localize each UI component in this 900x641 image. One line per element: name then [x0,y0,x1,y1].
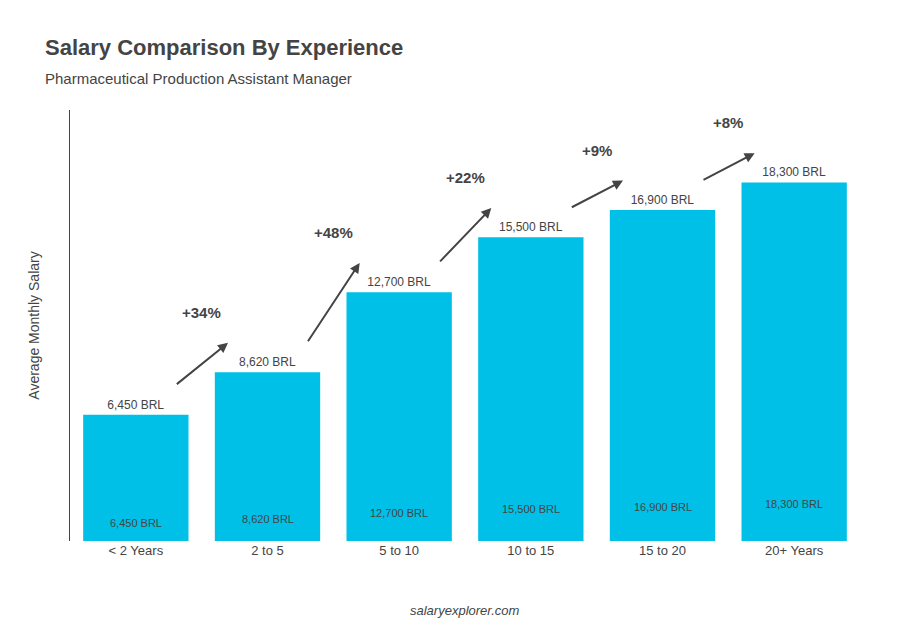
svg-text:salaryexplorer.com: salaryexplorer.com [410,603,520,618]
svg-text:6,450 BRL: 6,450 BRL [107,398,164,412]
svg-text:+22%: +22% [446,169,485,186]
svg-text:15,500 BRL: 15,500 BRL [499,220,563,234]
svg-text:Pharmaceutical Production Assi: Pharmaceutical Production Assistant Mana… [45,70,352,87]
svg-text:< 2 Years: < 2 Years [109,543,164,558]
svg-text:8,620 BRL: 8,620 BRL [242,513,294,525]
svg-text:15,500 BRL: 15,500 BRL [502,503,560,515]
svg-text:18,300 BRL: 18,300 BRL [765,498,823,510]
svg-text:Salary Comparison By Experienc: Salary Comparison By Experience [45,35,403,60]
svg-text:Average Monthly Salary: Average Monthly Salary [26,251,42,399]
svg-text:+8%: +8% [713,114,743,131]
svg-text:20+ Years: 20+ Years [765,543,824,558]
svg-text:+9%: +9% [582,142,612,159]
svg-text:+34%: +34% [182,304,221,321]
svg-text:16,900 BRL: 16,900 BRL [634,501,692,513]
svg-text:12,700 BRL: 12,700 BRL [370,507,428,519]
svg-text:18,300 BRL: 18,300 BRL [762,165,826,179]
svg-text:+48%: +48% [314,224,353,241]
svg-text:5 to 10: 5 to 10 [379,543,419,558]
svg-text:8,620 BRL: 8,620 BRL [239,355,296,369]
svg-text:15 to 20: 15 to 20 [639,543,686,558]
svg-text:12,700 BRL: 12,700 BRL [367,275,431,289]
svg-text:6,450 BRL: 6,450 BRL [110,517,162,529]
svg-text:2 to 5: 2 to 5 [251,543,284,558]
svg-text:10 to 15: 10 to 15 [507,543,554,558]
svg-text:16,900 BRL: 16,900 BRL [631,193,695,207]
